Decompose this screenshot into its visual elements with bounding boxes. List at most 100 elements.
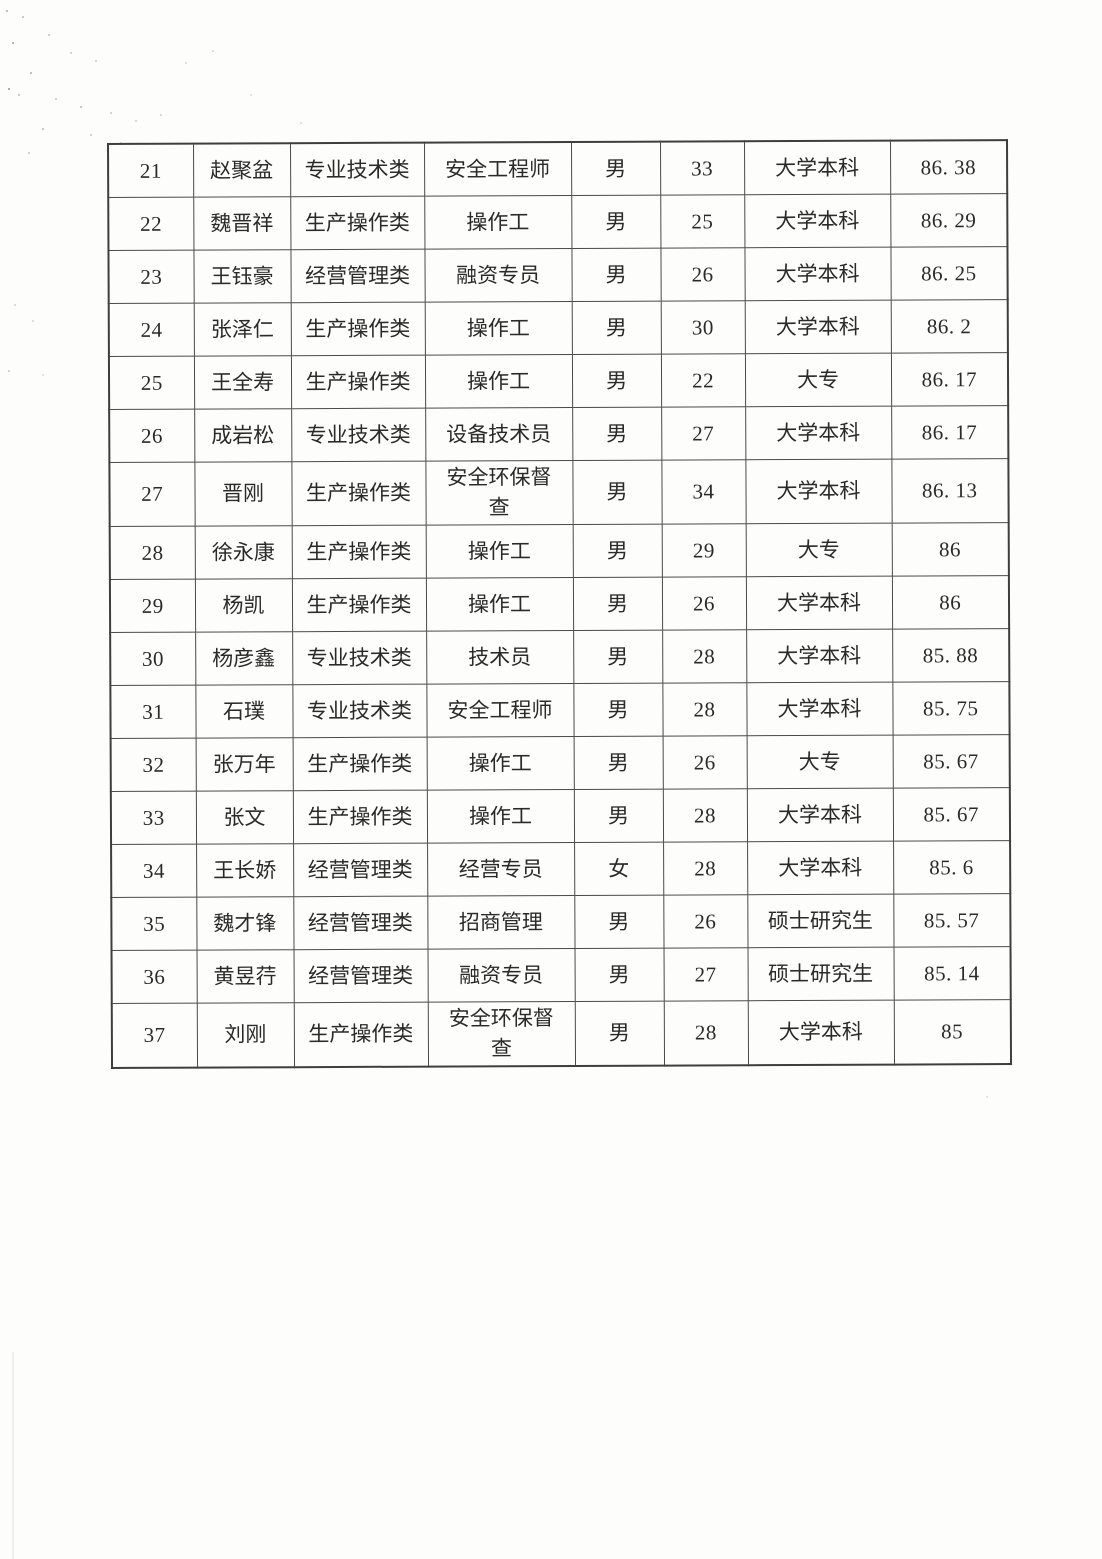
cell-position: 设备技术员 xyxy=(425,407,573,462)
table-row: 25 王全寿 生产操作类 操作工 男 22 大专 86. 17 xyxy=(108,352,1009,410)
cell-age: 28 xyxy=(662,629,747,683)
cell-position-text: 融资专员 xyxy=(459,962,544,988)
cell-position: 操作工 xyxy=(425,524,573,578)
cell-gender: 男 xyxy=(573,735,663,790)
cell-name: 石璞 xyxy=(195,684,293,738)
cell-category: 生产操作类 xyxy=(290,302,425,356)
cell-education: 大学本科 xyxy=(747,840,894,895)
cell-name: 张文 xyxy=(195,790,294,844)
cell-category: 生产操作类 xyxy=(290,355,426,409)
cell-education: 大学本科 xyxy=(743,140,891,195)
cell-score: 86. 38 xyxy=(889,140,1008,195)
cell-education: 大学本科 xyxy=(745,459,892,524)
cell-position: 安全工程师 xyxy=(426,683,574,737)
cell-category: 经营管理类 xyxy=(293,948,428,1003)
cell-age: 27 xyxy=(661,406,746,461)
table-row: 23 王钰豪 经营管理类 融资专员 男 26 大学本科 86. 25 xyxy=(108,246,1008,304)
cell-rank-number: 26 xyxy=(109,409,195,463)
scan-noise-speckles xyxy=(0,0,2,2)
cell-gender: 男 xyxy=(572,576,663,631)
cell-category: 生产操作类 xyxy=(291,524,426,579)
cell-score: 85. 88 xyxy=(892,628,1010,682)
cell-score: 85. 6 xyxy=(893,840,1011,894)
cell-age: 25 xyxy=(660,194,745,249)
cell-name: 王全寿 xyxy=(193,355,292,410)
cell-rank-number: 31 xyxy=(110,684,196,739)
cell-gender: 男 xyxy=(571,248,661,302)
cell-position-text: 融资专员 xyxy=(456,262,541,288)
table-row: 26 成岩松 专业技术类 设备技术员 男 27 大学本科 86. 17 xyxy=(109,405,1009,463)
cell-rank-number: 29 xyxy=(109,578,196,633)
cell-score: 85. 57 xyxy=(893,893,1011,947)
table-row: 30 杨彦鑫 专业技术类 技术员 男 28 大学本科 85. 88 xyxy=(110,628,1010,686)
cell-age: 30 xyxy=(660,300,745,355)
cell-age: 29 xyxy=(661,523,746,577)
cell-position: 融资专员 xyxy=(427,948,575,1002)
table-row: 21 赵聚盆 专业技术类 安全工程师 男 33 大学本科 86. 38 xyxy=(108,140,1008,198)
cell-category: 生产操作类 xyxy=(293,1001,429,1067)
cell-category: 专业技术类 xyxy=(292,630,427,685)
cell-position-text: 操作工 xyxy=(466,315,530,341)
cell-education: 硕士研究生 xyxy=(747,946,894,1001)
cell-category: 专业技术类 xyxy=(291,408,426,462)
cell-position-text: 安全工程师 xyxy=(445,156,551,182)
cell-gender: 男 xyxy=(574,894,664,949)
cell-name: 杨彦鑫 xyxy=(195,631,293,685)
cell-score: 86 xyxy=(891,575,1010,629)
cell-rank-number: 22 xyxy=(108,197,194,251)
table-row: 29 杨凯 生产操作类 操作工 男 26 大学本科 86 xyxy=(109,575,1010,633)
cell-gender: 男 xyxy=(570,141,661,196)
cell-name: 晋刚 xyxy=(194,461,292,526)
cell-name: 张万年 xyxy=(195,737,293,791)
cell-position-text: 操作工 xyxy=(467,538,531,564)
cell-score: 86. 29 xyxy=(890,193,1008,248)
cell-rank-number: 27 xyxy=(109,462,195,527)
cell-score: 85. 67 xyxy=(892,734,1010,788)
cell-position: 融资专员 xyxy=(424,248,572,303)
table-row: 27 晋刚 生产操作类 安全环保督查 男 34 大学本科 86. 13 xyxy=(109,458,1009,527)
cell-name: 王钰豪 xyxy=(193,249,291,304)
cell-gender: 男 xyxy=(573,629,663,684)
table-row: 22 魏晋祥 生产操作类 操作工 男 25 大学本科 86. 29 xyxy=(108,193,1008,251)
table-row: 32 张万年 生产操作类 操作工 男 26 大专 85. 67 xyxy=(110,734,1010,792)
cell-gender: 男 xyxy=(572,407,662,461)
cell-score: 86 xyxy=(891,522,1009,576)
table-body: 21 赵聚盆 专业技术类 安全工程师 男 33 大学本科 86. 38 22 魏… xyxy=(108,140,1012,1068)
cell-position-text: 安全工程师 xyxy=(447,697,553,723)
cell-score: 85 xyxy=(893,999,1012,1065)
cell-position: 安全环保督查 xyxy=(427,1001,576,1067)
cell-name: 徐永康 xyxy=(194,525,292,579)
cell-gender: 男 xyxy=(574,947,664,1002)
cell-age: 33 xyxy=(659,141,745,196)
candidate-score-table: 21 赵聚盆 专业技术类 安全工程师 男 33 大学本科 86. 38 22 魏… xyxy=(107,139,1013,1069)
cell-category: 生产操作类 xyxy=(292,789,428,844)
cell-education: 大学本科 xyxy=(744,300,891,354)
cell-name: 黄昱荇 xyxy=(196,949,294,1003)
cell-name: 刘刚 xyxy=(196,1002,295,1068)
cell-education: 硕士研究生 xyxy=(747,893,894,948)
cell-score: 86. 25 xyxy=(890,246,1008,301)
table-row: 31 石璞 专业技术类 安全工程师 男 28 大学本科 85. 75 xyxy=(110,681,1010,739)
cell-rank-number: 30 xyxy=(110,631,196,686)
cell-name: 魏晋祥 xyxy=(193,196,291,251)
cell-gender: 男 xyxy=(572,460,662,525)
cell-age: 26 xyxy=(660,247,745,302)
cell-name: 赵聚盆 xyxy=(193,143,291,198)
table-row: 34 王长娇 经营管理类 经营专员 女 28 大学本科 85. 6 xyxy=(111,840,1011,898)
table-row: 37 刘刚 生产操作类 安全环保督查 男 28 大学本科 85 xyxy=(111,999,1012,1068)
cell-category: 生产操作类 xyxy=(291,461,426,526)
cell-rank-number: 34 xyxy=(111,843,197,898)
table-row: 33 张文 生产操作类 操作工 男 28 大学本科 85. 67 xyxy=(110,787,1011,845)
cell-education: 大学本科 xyxy=(746,681,893,736)
cell-position-text: 设备技术员 xyxy=(446,421,552,447)
cell-gender: 男 xyxy=(571,354,662,408)
cell-score: 86. 2 xyxy=(890,299,1008,354)
cell-score: 85. 14 xyxy=(893,946,1011,1000)
cell-position: 操作工 xyxy=(426,789,575,843)
cell-position: 操作工 xyxy=(425,577,574,631)
cell-education: 大学本科 xyxy=(746,787,894,842)
cell-age: 26 xyxy=(661,576,747,630)
cell-gender: 男 xyxy=(573,788,664,843)
cell-position-text: 安全环保督查 xyxy=(446,465,552,520)
cell-rank-number: 28 xyxy=(109,525,195,580)
